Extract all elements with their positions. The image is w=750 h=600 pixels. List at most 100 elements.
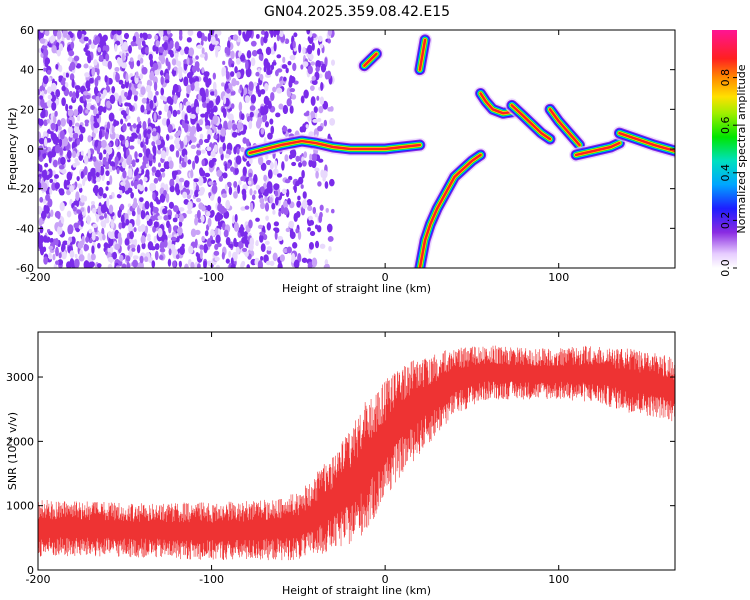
spectrogram-noise-cell [238,30,242,36]
spectrogram-noise-cell [194,229,201,236]
spectrogram-noise-cell [75,90,80,99]
spectrogram-noise-cell [284,179,291,184]
spectrogram-noise-cell [147,90,153,100]
spectrogram-noise-cell [109,175,113,185]
spectrogram-noise-cell [60,245,65,253]
spectrogram-noise-cell [133,94,138,102]
spectrogram-noise-cell [260,127,265,135]
spectrogram-noise-cell [106,180,110,186]
spectrogram-noise-cell [284,38,290,45]
spectrogram-noise-cell [41,170,47,179]
spectrogram-noise-cell [61,85,66,92]
spectrogram-noise-cell [108,204,114,214]
spectrogram-noise-cell [194,81,200,88]
spectrogram-noise-cell [226,162,231,169]
spectrogram-noise-cell [169,52,174,58]
spectrogram-noise-cell [206,204,212,212]
spectrogram-noise-cell [184,114,188,124]
spectrogram-noise-cell [197,176,204,186]
spectrogram-noise-cell [62,72,67,78]
spectrogram-noise-cell [245,30,252,39]
spectrogram-noise-cell [288,220,295,229]
spectrogram-noise-cell [51,45,57,54]
spectrogram-noise-cell [279,254,285,262]
spectrogram-noise-cell [212,81,217,92]
spectrogram-noise-cell [316,225,322,233]
spectrogram-noise-cell [249,105,256,111]
spectrogram-noise-cell [239,84,243,91]
spectrogram-noise-cell [228,243,234,249]
spectrogram-noise-cell [186,37,192,43]
spectrogram-noise-cell [179,102,183,112]
spectrogram-noise-cell [248,120,253,130]
spectrogram-noise-cell [188,47,195,57]
spectrogram-noise-cell [283,207,289,216]
spectrogram-noise-cell [190,169,194,179]
spectrogram-noise-cell [158,30,164,37]
spectrogram-noise-cell [223,229,229,238]
spectrogram-noise-cell [73,109,79,117]
spectrogram-noise-cell [124,139,129,148]
spectrogram-noise-cell [189,130,195,138]
spectrogram-noise-cell [311,257,318,268]
spectrogram-noise-cell [116,56,122,64]
spectrogram-noise-cell [287,60,292,66]
spectrogram-noise-cell [53,238,57,246]
spectrogram-noise-cell [305,124,309,129]
spectrogram-noise-cell [91,245,95,255]
spectrogram-noise-cell [331,59,336,66]
spectrogram-noise-cell [318,106,324,114]
spectrogram-noise-cell [122,170,127,179]
spectrogram-noise-cell [199,87,206,97]
spectrogram-noise-cell [58,64,63,73]
spectrogram-noise-cell [46,86,52,94]
spectrogram-noise-cell [231,78,237,87]
spectrogram-ridge-band [418,153,482,268]
spectrogram-noise-cell [103,242,109,249]
spectrogram-noise-cell [264,202,270,212]
colorbar-tick-label: 0.6 [719,116,732,134]
spectrogram-noise-cell [177,226,183,236]
spectrogram-noise-cell [51,101,57,111]
spectrogram-noise-cell [245,60,249,70]
colorbar: 0.0 0.2 0.4 0.6 0.8 Normalized spectral ampl… [712,30,748,277]
spectrogram-noise-cell [154,243,160,251]
spectrogram-noise-cell [295,180,300,187]
spectrogram-noise-cell [216,243,222,248]
spectrogram-noise-cell [302,61,309,67]
colorbar-gradient [712,30,737,268]
spectrogram-noise-cell [85,94,91,100]
spectrogram-noise-cell [260,255,264,261]
spectrogram-noise-cell [83,243,88,252]
spectrogram-noise-cell [238,180,242,186]
spectrogram-noise-cell [194,217,199,226]
spectrogram-noise-cell [312,118,319,123]
spectrogram-noise-cell [306,44,313,55]
spectrogram-noise-cell [221,70,227,76]
spectrogram-noise-cell [139,73,144,80]
spectrogram-noise-cell [286,246,293,254]
spectrogram-noise-cell [121,263,127,268]
spectrogram-noise-cell [272,252,278,262]
spectrogram-noise-cell [263,174,268,182]
spectrogram-noise-cell [175,142,181,150]
spectrogram-noise-cell [187,30,194,36]
spectrogram-noise-cell [205,88,209,98]
spectrogram-noise-cell [153,221,159,228]
spectrogram-noise-cell [207,217,212,227]
spectrogram-noise-cell [141,97,147,104]
spectrogram-noise-cell [160,55,166,65]
spectrogram-noise-cell [178,71,183,80]
spectrogram-noise-cell [133,227,137,233]
spectrogram-noise-cell [278,210,282,217]
spectrogram-noise-cell [140,235,146,244]
spectrogram-noise-cell [157,227,163,238]
spectrogram-noise-cell [327,30,333,37]
spectrogram-noise-cell [195,197,202,203]
spectrogram-noise-cell [215,48,219,58]
spectrogram-noise-cell [145,136,149,146]
spectrogram-noise-cell [83,36,89,42]
spectrogram-noise-cell [161,117,168,126]
spectrogram-noise-cell [203,71,210,77]
spectrogram-noise-cell [98,110,102,116]
